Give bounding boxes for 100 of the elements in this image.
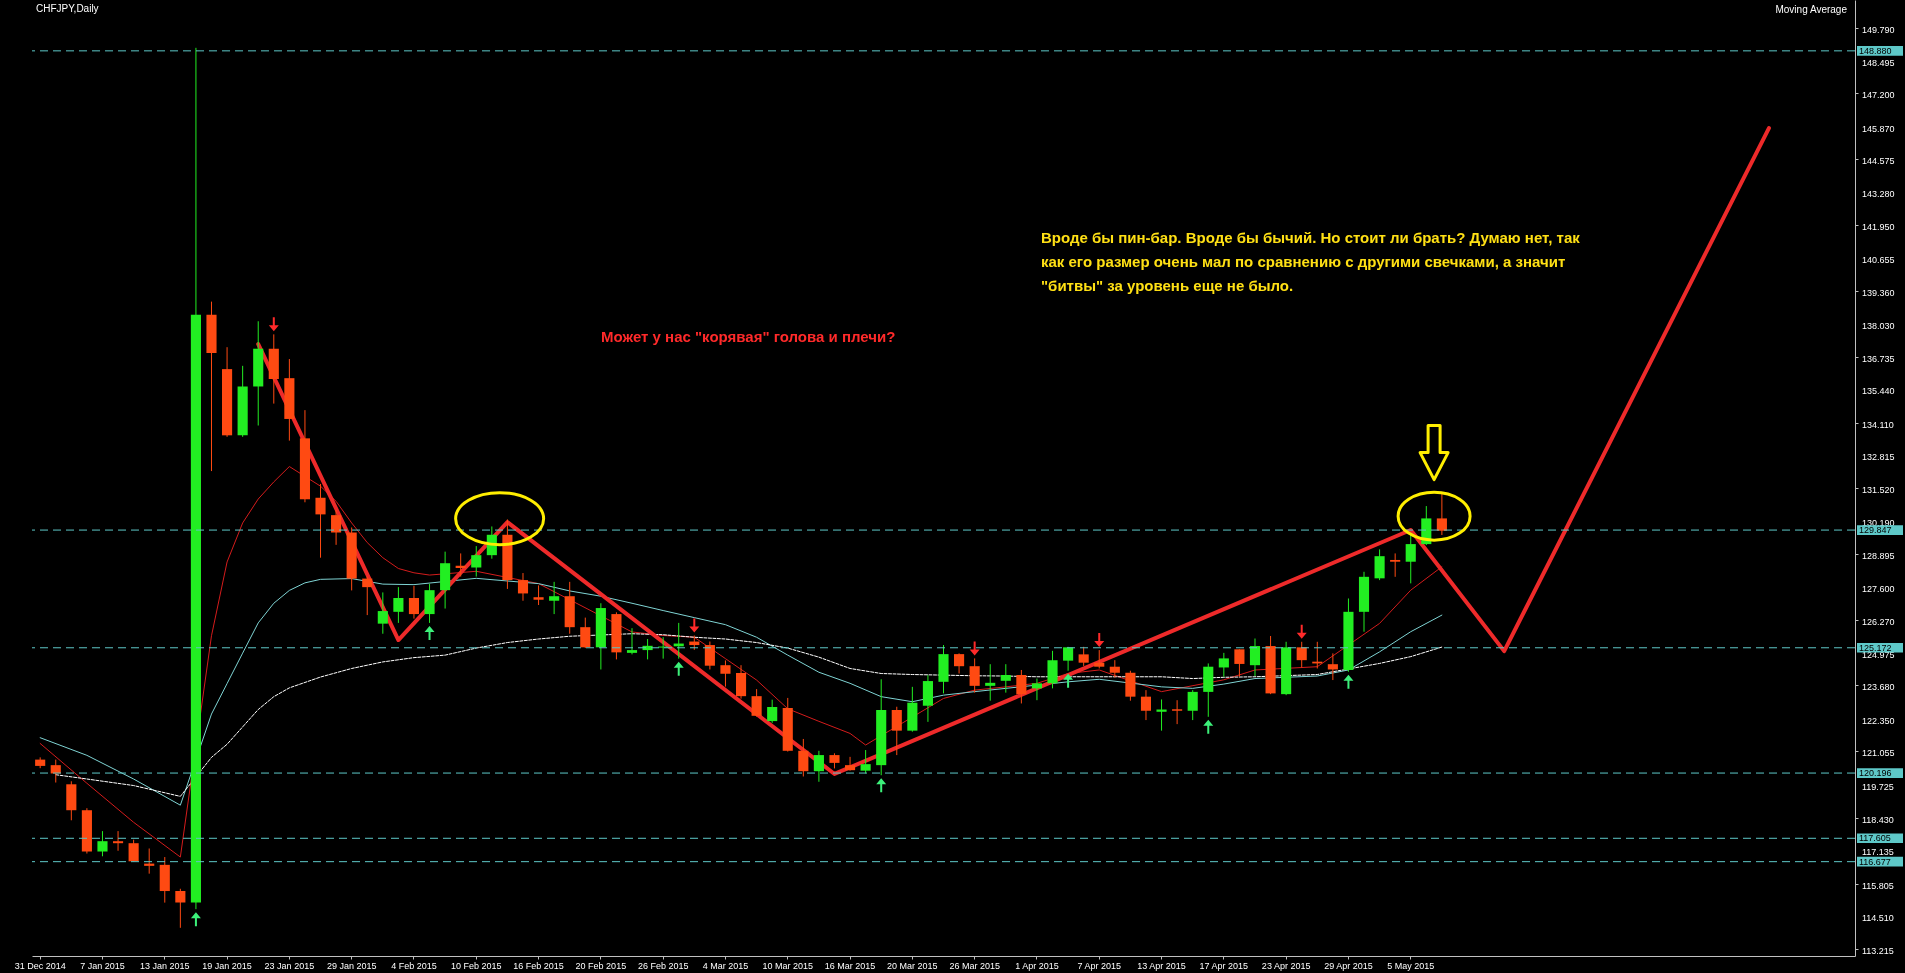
x-tick-label: 26 Mar 2015 — [949, 960, 1000, 971]
candlestick — [580, 617, 591, 649]
x-tick-label: 1 Apr 2015 — [1015, 960, 1059, 971]
candlestick — [1234, 648, 1245, 678]
x-tick-label: 29 Jan 2015 — [326, 960, 377, 971]
candlestick — [969, 657, 980, 694]
candlestick — [626, 627, 638, 655]
candlestick — [1187, 689, 1198, 721]
ref-line-label: 148.880 — [1859, 45, 1892, 56]
line-series — [256, 126, 1771, 776]
candlestick — [1016, 669, 1027, 704]
y-tick-label: 119.725 — [1862, 781, 1894, 792]
candlestick — [517, 572, 529, 602]
candlestick — [954, 652, 965, 675]
x-tick-label: 20 Mar 2015 — [887, 960, 938, 971]
ref-line-label: 129.847 — [1859, 525, 1892, 536]
candlestick — [533, 584, 544, 606]
y-tick-label: 139.360 — [1862, 287, 1895, 298]
candlestick — [1047, 650, 1058, 689]
y-tick-label: 113.215 — [1862, 945, 1894, 956]
x-tick-label: 16 Mar 2015 — [824, 960, 876, 971]
x-tick-label: 16 Feb 2015 — [513, 960, 564, 971]
candlestick — [735, 664, 747, 700]
x-tick-label: 5 May 2015 — [1387, 960, 1435, 971]
line-series — [39, 577, 1443, 806]
candlestick — [844, 756, 856, 772]
x-tick-label: 20 Feb 2015 — [575, 960, 627, 971]
x-tick-label: 4 Mar 2015 — [702, 960, 749, 971]
chart-title: CHFJPY,Daily — [36, 3, 99, 14]
y-tick-label: 128.895 — [1862, 551, 1895, 562]
x-tick-label: 29 Apr 2015 — [1324, 960, 1373, 971]
y-tick-label: 126.270 — [1862, 617, 1895, 628]
x-tick-label: 31 Dec 2014 — [14, 960, 66, 971]
y-tick-label: 143.280 — [1862, 188, 1895, 199]
candlestick — [720, 659, 731, 688]
x-tick-label: 26 Feb 2015 — [637, 960, 689, 971]
y-tick-label: 131.520 — [1862, 484, 1895, 495]
candlestick — [1140, 689, 1152, 721]
x-tick-label: 19 Jan 2015 — [202, 960, 252, 971]
y-tick-label: 140.655 — [1862, 254, 1895, 265]
candlestick — [408, 585, 420, 620]
x-tick-label: 13 Apr 2015 — [1137, 960, 1186, 971]
candlestick — [97, 830, 108, 857]
candlestick — [1405, 534, 1416, 584]
x-tick-label: 23 Apr 2015 — [1261, 960, 1311, 971]
candlestick — [751, 688, 762, 718]
candlestick — [798, 738, 809, 777]
candlestick — [315, 483, 326, 559]
candlestick — [424, 583, 435, 624]
x-tick-label: 7 Apr 2015 — [1077, 960, 1122, 971]
annotation: Может у нас "корявая" голова и плечи? — [601, 328, 896, 345]
candlestick — [362, 576, 373, 616]
y-tick-label: 127.600 — [1862, 583, 1895, 594]
candlestick — [985, 663, 996, 702]
candlestick — [704, 641, 715, 670]
candlestick — [175, 888, 186, 929]
ref-line-label: 116.677 — [1859, 856, 1891, 867]
y-tick-label: 144.575 — [1862, 156, 1895, 167]
x-tick-label: 4 Feb 2015 — [391, 960, 437, 971]
annotation: Moving Average — [1775, 4, 1848, 15]
candlestick — [891, 706, 902, 756]
y-tick-label: 114.510 — [1862, 913, 1894, 924]
candlestick — [1156, 698, 1167, 732]
y-tick-label: 141.950 — [1862, 222, 1895, 233]
candlestick — [813, 750, 824, 783]
candlestick — [377, 591, 388, 635]
y-tick-label: 117.135 — [1862, 847, 1894, 858]
candlestick — [1436, 492, 1447, 536]
candlestick — [1249, 638, 1261, 677]
candlestick — [1125, 670, 1136, 702]
candlestick — [860, 749, 871, 774]
y-tick-label: 148.495 — [1862, 57, 1895, 68]
y-tick-label: 145.870 — [1862, 123, 1895, 134]
candlestick — [1031, 678, 1043, 701]
candlestick — [1172, 699, 1183, 725]
x-tick-label: 10 Mar 2015 — [762, 960, 814, 971]
ref-line-label: 125.172 — [1859, 642, 1892, 653]
candlestick — [393, 586, 404, 624]
candlestick — [1390, 552, 1401, 578]
y-tick-label: 138.030 — [1862, 321, 1895, 332]
y-tick-label: 115.805 — [1862, 880, 1894, 891]
x-tick-label: 17 Apr 2015 — [1199, 960, 1249, 971]
candlestick — [112, 830, 124, 852]
line-series — [39, 466, 1443, 858]
x-tick-label: 13 Jan 2015 — [140, 960, 190, 971]
candlestick — [331, 509, 342, 546]
candlestick — [471, 545, 482, 578]
y-tick-label: 135.440 — [1862, 386, 1895, 397]
candlestick — [549, 581, 560, 615]
ref-line-label: 117.605 — [1859, 833, 1891, 844]
candlestick — [1218, 652, 1229, 678]
x-tick-label: 23 Jan 2015 — [264, 960, 315, 971]
y-tick-label: 134.110 — [1862, 419, 1894, 430]
candlestick — [1078, 646, 1089, 667]
y-tick-label: 136.735 — [1862, 353, 1895, 364]
candlestick — [1296, 641, 1307, 668]
y-tick-label: 118.430 — [1862, 814, 1894, 825]
y-tick-label: 149.790 — [1862, 24, 1895, 35]
y-tick-label: 147.200 — [1862, 90, 1895, 101]
candlestick — [1000, 663, 1011, 694]
